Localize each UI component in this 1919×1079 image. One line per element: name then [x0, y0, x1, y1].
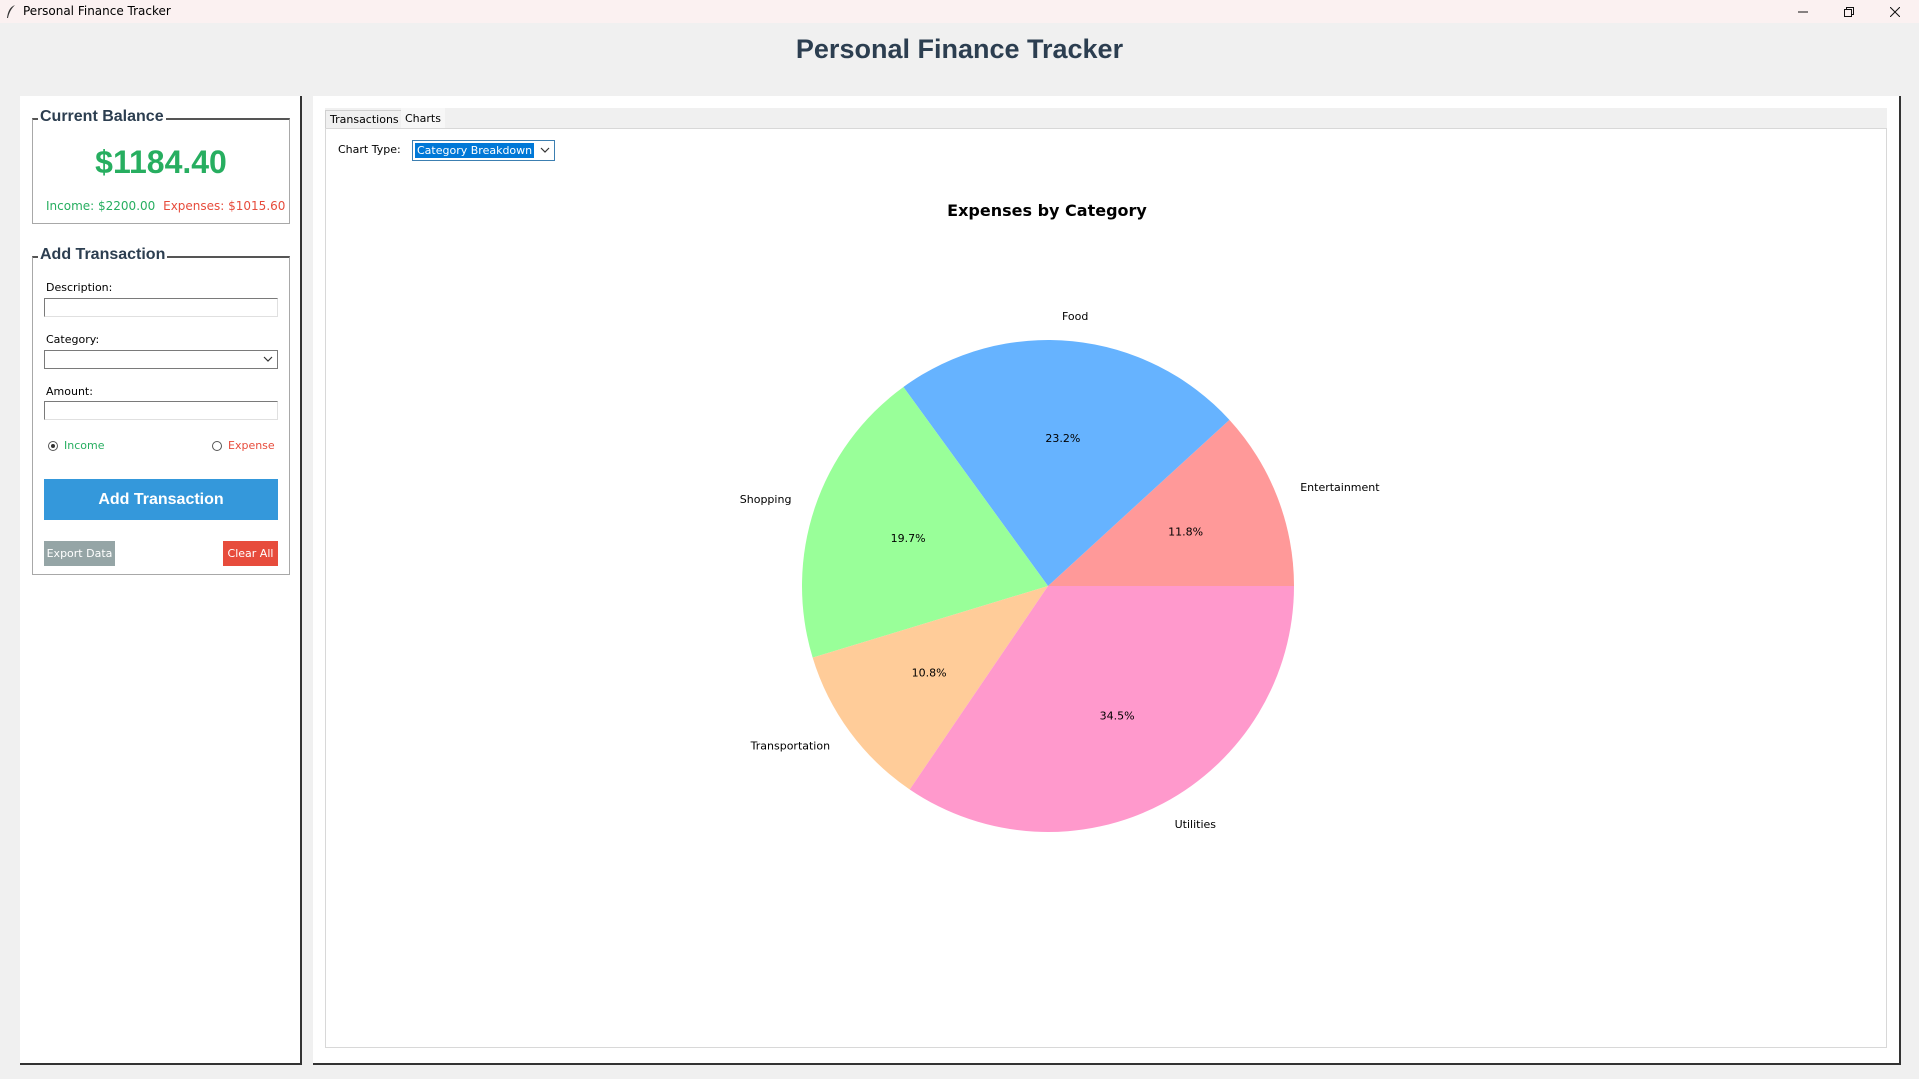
expenses-total: Expenses: $1015.60: [163, 199, 286, 213]
close-button[interactable]: [1872, 0, 1918, 23]
pie-slices: [802, 340, 1294, 832]
radio-unselected-icon: [212, 440, 222, 451]
pie-slice-food: [903, 340, 1230, 586]
pie-slice-entertainment: [1048, 419, 1294, 586]
amount-input[interactable]: [44, 401, 278, 420]
pie-slice-transportation: [812, 586, 1048, 790]
feather-icon: [7, 5, 15, 18]
expense-radio[interactable]: Expense: [212, 439, 275, 452]
expense-radio-label: Expense: [228, 439, 275, 452]
balance-group-title: Current Balance: [38, 108, 166, 126]
slice-label-entertainment: Entertainment: [1300, 481, 1380, 494]
income-expense-summary: Income: $2200.00 Expenses: $1015.60: [46, 199, 285, 213]
tab-transactions[interactable]: Transactions: [325, 110, 404, 128]
pie-labels: Entertainment 11.8% Food 23.2% Shopping 19.7%…: [740, 310, 1381, 831]
description-input[interactable]: [44, 298, 278, 317]
left-panel: Current Balance $1184.40 Income: $2200.0…: [20, 96, 302, 1065]
amount-label: Amount:: [46, 385, 93, 398]
page-title: Personal Finance Tracker: [795, 34, 1124, 64]
add-transaction-group-title: Add Transaction: [38, 246, 168, 264]
income-radio-label: Income: [64, 439, 105, 452]
add-transaction-button[interactable]: Add Transaction: [44, 479, 278, 520]
slice-percent-utilities: 34.5%: [1100, 709, 1135, 722]
chart-type-label: Chart Type:: [338, 143, 401, 156]
restore-icon: [1844, 6, 1854, 17]
tab-charts[interactable]: Charts: [401, 108, 445, 128]
export-data-button[interactable]: Export Data: [44, 541, 115, 566]
close-icon: [1890, 6, 1900, 17]
chevron-down-icon: [263, 356, 273, 362]
chart-type-select[interactable]: Category Breakdown: [412, 140, 555, 161]
maximize-button[interactable]: [1826, 0, 1872, 23]
slice-label-utilities: Utilities: [1175, 818, 1217, 831]
window-title: Personal Finance Tracker: [23, 4, 171, 18]
slice-percent-transportation: 10.8%: [912, 667, 947, 680]
tab-strip: Transactions Charts: [325, 108, 1887, 128]
slice-label-transportation: Transportation: [750, 739, 830, 752]
pie-slice-utilities: [909, 586, 1294, 832]
slice-percent-entertainment: 11.8%: [1168, 526, 1203, 539]
category-select[interactable]: [44, 350, 278, 369]
slice-percent-food: 23.2%: [1045, 432, 1080, 445]
slice-label-shopping: Shopping: [740, 493, 792, 506]
category-label: Category:: [46, 333, 100, 346]
add-transaction-group: Add Transaction Description: Category: A…: [32, 246, 290, 575]
description-label: Description:: [46, 281, 113, 294]
chart-title: Expenses by Category: [947, 201, 1147, 220]
clear-all-button[interactable]: Clear All: [223, 541, 278, 566]
title-bar: Personal Finance Tracker: [0, 0, 1919, 23]
slice-label-food: Food: [1062, 310, 1088, 323]
pie-chart: Expenses by Category Entertainment 11.8% F…: [740, 201, 1381, 832]
income-radio[interactable]: Income: [48, 439, 104, 452]
balance-amount: $1184.40: [95, 144, 227, 180]
chart-type-value: Category Breakdown: [415, 143, 535, 158]
pie-slice-shopping: [802, 386, 1048, 658]
chevron-down-icon: [540, 147, 550, 153]
charts-tab-content: Chart Type: Category Breakdown Expenses …: [325, 128, 1887, 1048]
slice-percent-shopping: 19.7%: [891, 532, 926, 545]
right-panel: Transactions Charts Chart Type: Category…: [313, 96, 1901, 1065]
minimize-button[interactable]: [1780, 0, 1826, 23]
income-total: Income: $2200.00: [46, 199, 156, 213]
balance-group: Current Balance $1184.40 Income: $2200.0…: [32, 108, 290, 224]
minimize-icon: [1798, 11, 1808, 12]
radio-selected-icon: [48, 440, 58, 451]
